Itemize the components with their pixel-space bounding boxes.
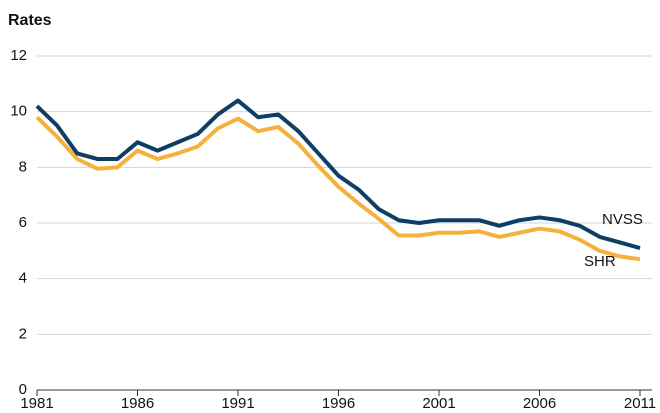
series-line bbox=[35, 115, 641, 262]
x-tick-label: 1996 bbox=[322, 395, 355, 412]
x-tick-label: 2001 bbox=[422, 395, 455, 412]
y-tick-label: 10 bbox=[10, 103, 27, 120]
x-tick-label: 1991 bbox=[221, 395, 254, 412]
y-tick-label: 8 bbox=[19, 158, 27, 175]
x-tick-label: 1986 bbox=[121, 395, 154, 412]
y-tick-label: 12 bbox=[10, 47, 27, 64]
y-tick-label: 2 bbox=[19, 325, 27, 342]
x-tick-label: 2006 bbox=[523, 395, 556, 412]
y-tick-label: 4 bbox=[19, 270, 27, 287]
x-tick-label: 2011 bbox=[624, 395, 656, 412]
series-label: SHR bbox=[584, 253, 616, 270]
y-tick-label: 0 bbox=[19, 381, 27, 398]
x-tick-label: 1981 bbox=[20, 395, 53, 412]
y-tick-label: 6 bbox=[19, 214, 27, 231]
series-label: NVSS bbox=[602, 211, 643, 228]
series-line bbox=[35, 98, 641, 250]
y-axis-label: Rates bbox=[8, 12, 52, 29]
